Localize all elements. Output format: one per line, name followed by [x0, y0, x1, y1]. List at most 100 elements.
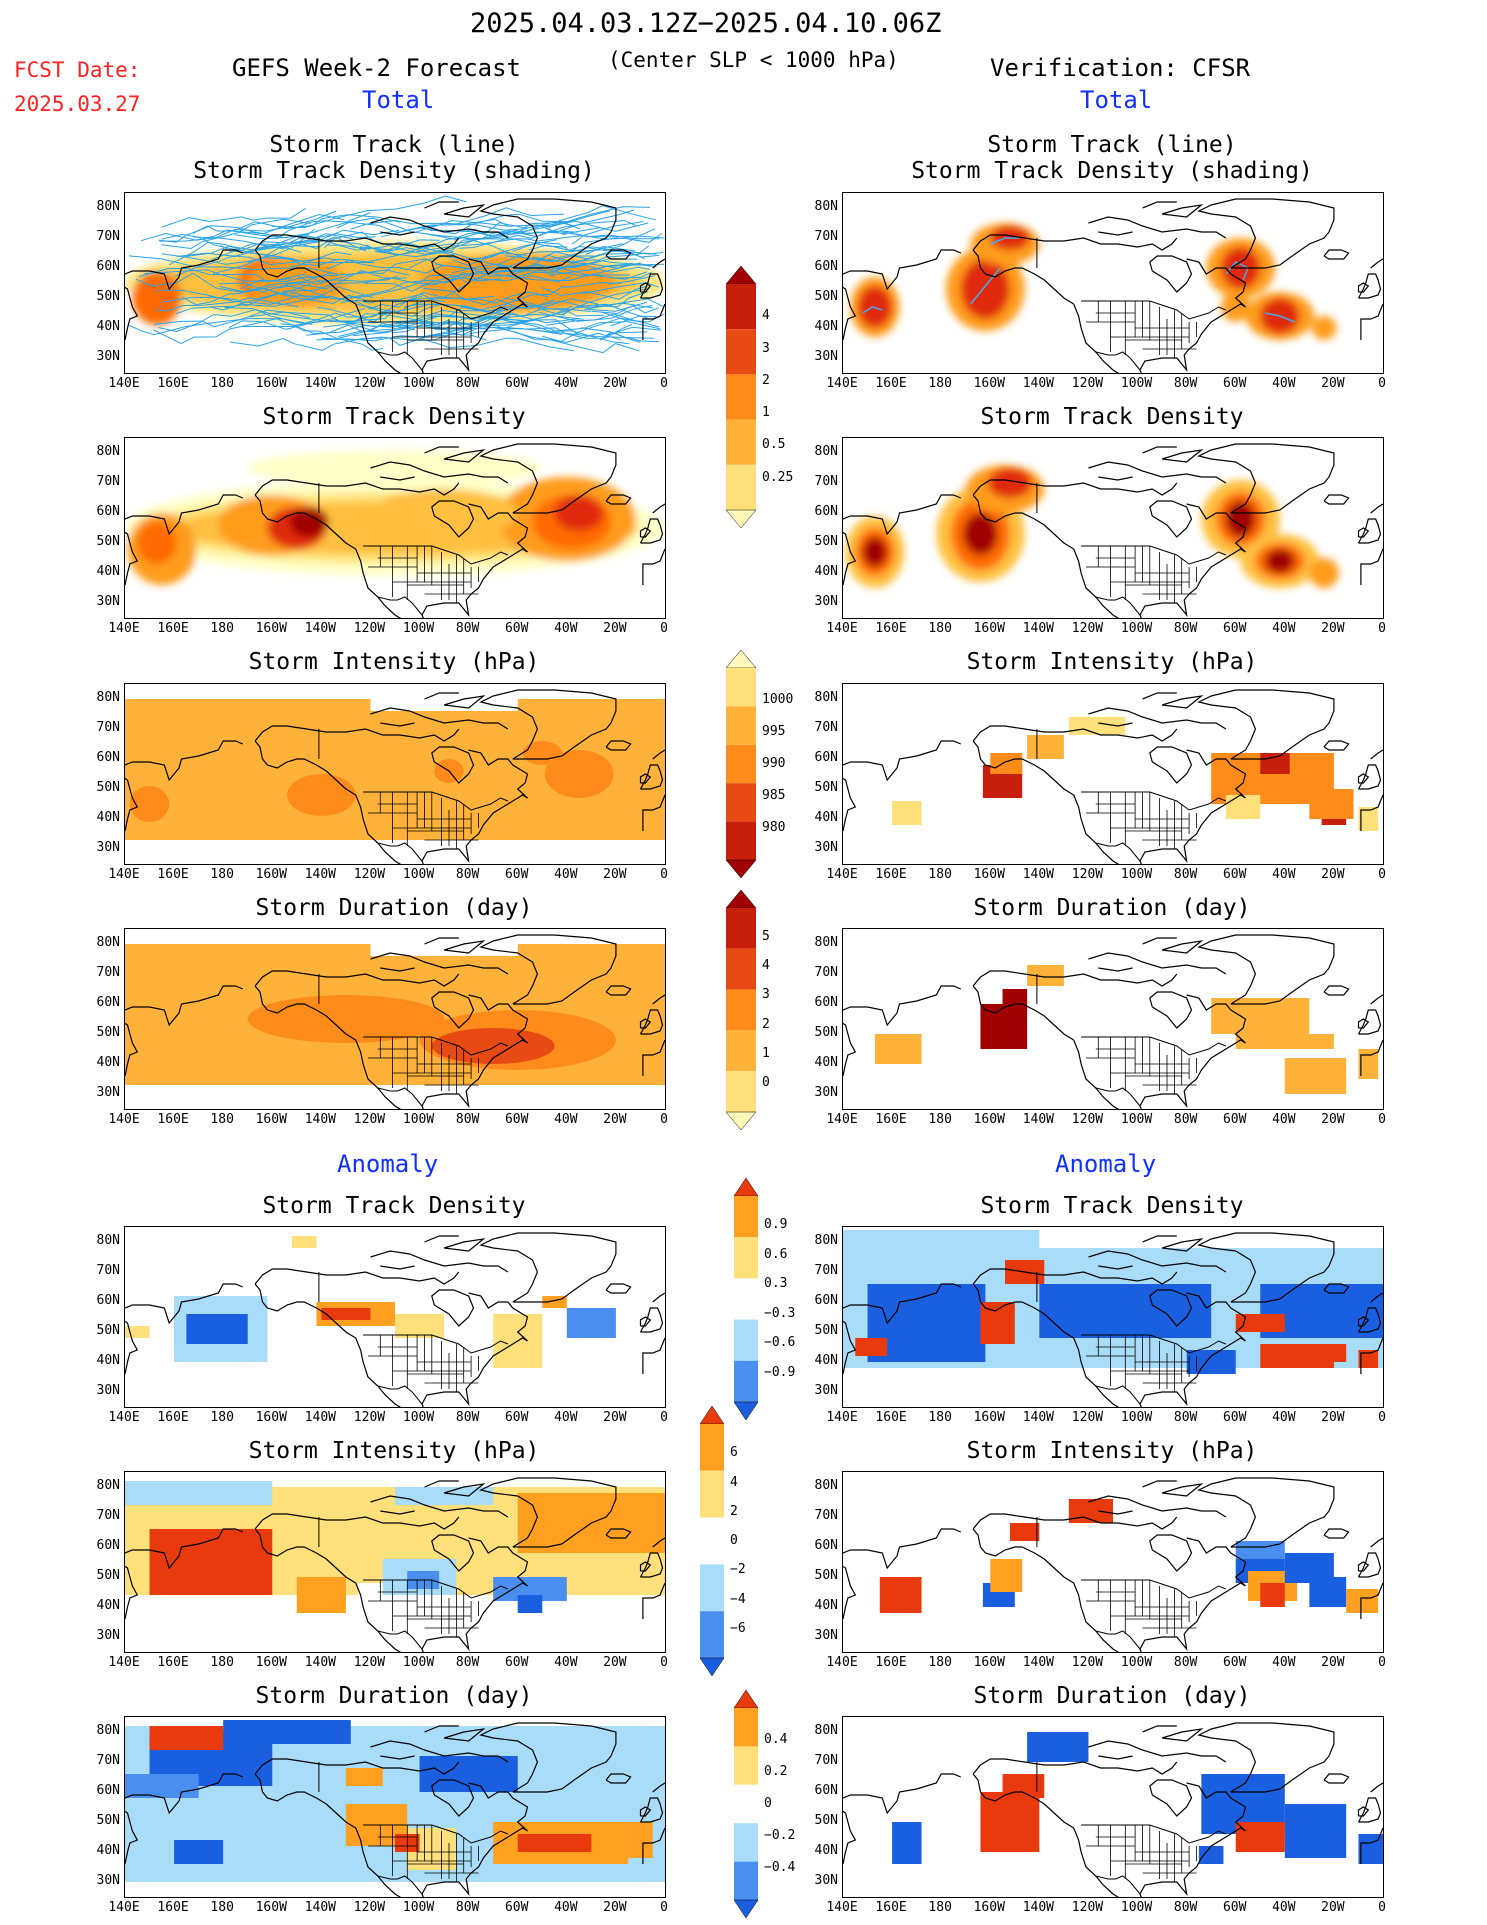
- coastline: [1081, 300, 1227, 320]
- shading-cell: [987, 468, 1032, 498]
- storm-track-line: [234, 212, 371, 240]
- shading-cell: [1068, 717, 1126, 735]
- shading-cell: [1235, 1034, 1334, 1049]
- lat-label: 40N: [96, 319, 120, 334]
- shading-cell: [1311, 316, 1337, 340]
- coastline: [1142, 1235, 1177, 1243]
- lon-label: 20W: [1321, 1112, 1345, 1127]
- shading-field: [892, 1732, 1383, 1864]
- coastline: [972, 249, 1120, 373]
- lon-label: 80W: [455, 1112, 480, 1127]
- coastline: [431, 500, 475, 538]
- lon-label: 180: [928, 376, 952, 391]
- duration-anom-title-right: Storm Duration (day): [973, 1683, 1251, 1709]
- storm-track-line: [141, 229, 310, 242]
- lon-label: 140E: [108, 621, 140, 636]
- colorbar-cap: [725, 859, 757, 879]
- lon-label: 120W: [353, 867, 386, 882]
- shading-cell: [431, 1028, 555, 1064]
- coastline: [1095, 1630, 1141, 1650]
- map-svg: [125, 443, 665, 618]
- coastline: [843, 249, 962, 341]
- lat-label: 80N: [814, 935, 838, 950]
- colorbar-cap: [699, 1405, 725, 1425]
- coastline: [1098, 1265, 1133, 1270]
- coastline: [421, 1537, 529, 1652]
- shading-cell: [174, 1840, 224, 1864]
- coastline: [1161, 449, 1204, 463]
- colorbar-segment: [734, 1237, 758, 1279]
- lon-label: 0: [1378, 376, 1386, 391]
- coastline: [1139, 749, 1247, 864]
- colorbar-cap: [725, 649, 757, 669]
- storm-track-line: [158, 308, 303, 333]
- shading-cell: [1346, 1589, 1379, 1613]
- lon-label: 60W: [1222, 621, 1247, 636]
- lon-label: 180: [928, 1655, 952, 1670]
- colorbar-label: 0.4: [764, 1732, 788, 1747]
- lon-label: 140W: [304, 1900, 337, 1915]
- lon-label: 20W: [603, 621, 627, 636]
- map-obs-density-anom: [842, 1226, 1384, 1408]
- shading-cell: [1358, 1350, 1379, 1368]
- coastline: [1370, 749, 1383, 760]
- lon-label: 140W: [1022, 621, 1055, 636]
- coastline: [370, 216, 509, 239]
- lon-label: 60W: [1222, 1900, 1247, 1915]
- lat-label: 60N: [814, 1293, 838, 1308]
- colorbar-segment: [700, 1564, 724, 1612]
- lat-label: 30N: [814, 1628, 838, 1643]
- colorbar-segment: [726, 706, 756, 745]
- shading-field: [850, 223, 1337, 340]
- shading-field: [874, 965, 1379, 1094]
- coastline: [972, 985, 1120, 1109]
- shading-cell: [1027, 1732, 1089, 1762]
- shading-cell: [892, 801, 922, 825]
- lat-label: 40N: [814, 319, 838, 334]
- coastline: [642, 794, 665, 831]
- coastline: [1088, 1250, 1227, 1273]
- lat-label: 30N: [814, 840, 838, 855]
- coastline: [1357, 1552, 1382, 1578]
- colorbar-density: [725, 265, 757, 529]
- lon-label: 120W: [353, 1112, 386, 1127]
- coastline: [642, 1582, 665, 1619]
- lon-label: 100W: [1120, 621, 1153, 636]
- coastline: [1161, 204, 1204, 218]
- coastline: [1370, 994, 1383, 1005]
- storm-track-line: [228, 308, 366, 330]
- lat-label: 60N: [96, 1293, 120, 1308]
- lon-label: 40W: [554, 376, 578, 391]
- storm-track-line: [355, 303, 513, 313]
- coastline: [254, 1773, 402, 1897]
- shading-cell: [1027, 965, 1064, 986]
- colorbar-segment: [734, 1278, 758, 1320]
- coastline: [254, 1268, 460, 1285]
- lon-label: 100W: [402, 1655, 435, 1670]
- lat-label: 30N: [96, 1085, 120, 1100]
- coastline: [125, 494, 244, 586]
- storm-track-line: [459, 308, 591, 331]
- storm-track-line: [161, 207, 306, 228]
- map-svg: [125, 1720, 665, 1897]
- coastline: [424, 692, 459, 700]
- lon-label: 180: [928, 1900, 952, 1915]
- coastline: [1370, 1782, 1383, 1793]
- coastline: [1149, 1779, 1193, 1817]
- lon-label: 40W: [1272, 867, 1296, 882]
- lat-label: 70N: [814, 229, 838, 244]
- coastline: [1139, 1537, 1247, 1652]
- storm-track-line: [161, 283, 311, 307]
- storm-track-line: [541, 285, 648, 300]
- coastline: [605, 1773, 632, 1784]
- lon-label: 120W: [1071, 621, 1104, 636]
- fcst-date: 2025.03.27: [14, 92, 141, 116]
- lon-label: 20W: [1321, 621, 1345, 636]
- coastline: [254, 740, 402, 864]
- coastline: [972, 1268, 1178, 1285]
- lon-label: 20W: [1321, 1410, 1345, 1425]
- lon-label: 60W: [504, 1112, 529, 1127]
- coastline: [377, 1087, 423, 1107]
- coastline: [1139, 369, 1142, 373]
- lat-label: 80N: [96, 1723, 120, 1738]
